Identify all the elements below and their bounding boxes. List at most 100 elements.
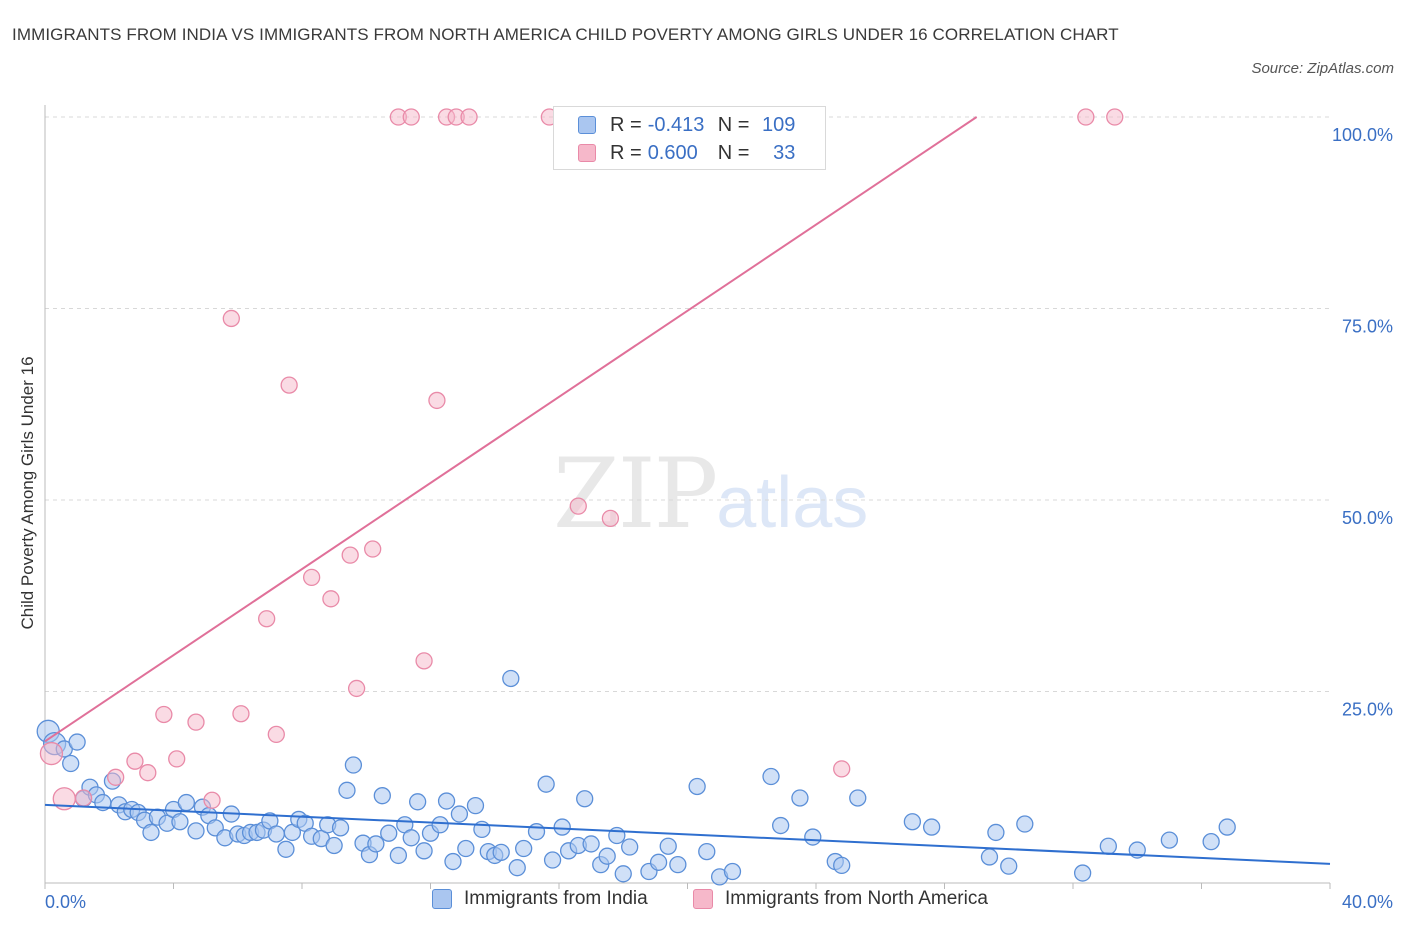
data-point-north-america bbox=[460, 108, 478, 126]
data-point-india bbox=[543, 851, 562, 869]
data-point-india bbox=[444, 852, 462, 871]
data-point-north-america bbox=[168, 750, 186, 768]
y-tick-label: 75.0% bbox=[1342, 317, 1393, 337]
legend-row-india: R = -0.413 N = 109 bbox=[578, 113, 795, 137]
data-point-north-america bbox=[347, 679, 366, 698]
data-point-india bbox=[537, 775, 555, 793]
series-india-points bbox=[36, 669, 1236, 886]
data-point-india bbox=[502, 669, 520, 688]
data-point-north-america bbox=[232, 705, 250, 723]
legend-n-label: N = bbox=[717, 113, 750, 136]
legend-r-value: 0.600 bbox=[647, 141, 698, 164]
data-point-india bbox=[344, 756, 363, 774]
data-point-india bbox=[338, 781, 356, 799]
data-point-india bbox=[142, 823, 160, 842]
data-point-india bbox=[325, 836, 343, 855]
chart-title: IMMIGRANTS FROM INDIA VS IMMIGRANTS FROM… bbox=[12, 25, 1119, 44]
data-point-india bbox=[187, 822, 205, 840]
x-tick-label: 40.0% bbox=[1342, 892, 1393, 912]
data-point-india bbox=[669, 855, 687, 874]
data-point-north-america bbox=[428, 391, 446, 410]
data-point-india bbox=[1218, 818, 1236, 836]
data-point-india bbox=[582, 835, 600, 853]
data-point-india bbox=[466, 796, 485, 815]
data-point-india bbox=[457, 839, 475, 858]
data-point-india bbox=[553, 818, 571, 836]
data-point-india bbox=[431, 816, 449, 834]
data-point-india bbox=[723, 862, 742, 881]
data-point-india bbox=[1016, 815, 1034, 833]
data-point-india bbox=[62, 754, 80, 773]
data-point-india bbox=[508, 859, 526, 877]
data-point-india bbox=[833, 856, 851, 875]
data-point-india bbox=[791, 789, 809, 807]
axes bbox=[44, 105, 1331, 889]
legend-n-value: 33 bbox=[773, 141, 796, 164]
data-point-india bbox=[450, 805, 469, 823]
data-point-north-america bbox=[203, 791, 221, 809]
data-point-india bbox=[688, 777, 706, 796]
grid-lines bbox=[45, 116, 1330, 692]
data-point-north-america bbox=[187, 713, 205, 731]
legend-r-label: R = bbox=[610, 141, 642, 164]
data-point-india bbox=[598, 847, 616, 865]
data-point-india bbox=[389, 846, 408, 865]
legend-item-north-america: Immigrants from North America bbox=[693, 888, 988, 910]
data-point-india bbox=[1099, 837, 1117, 855]
data-point-india bbox=[1202, 832, 1220, 851]
data-point-india bbox=[923, 818, 941, 836]
data-point-india bbox=[408, 793, 427, 811]
data-point-north-america bbox=[402, 108, 420, 126]
series-legend: Immigrants from India Immigrants from No… bbox=[0, 888, 1406, 916]
watermark-zip: ZIP bbox=[553, 438, 718, 550]
legend-n-value: 109 bbox=[762, 113, 796, 136]
series-north-america-points bbox=[39, 108, 1124, 811]
data-point-north-america bbox=[364, 540, 382, 558]
legend-label-india: Immigrants from India bbox=[464, 888, 648, 909]
legend-swatch-india bbox=[578, 116, 596, 134]
data-point-india bbox=[804, 828, 822, 846]
data-point-north-america bbox=[280, 376, 298, 394]
data-point-north-america bbox=[833, 760, 851, 778]
correlation-legend: R = -0.413 N = 109 R = 0.600 N = 33 bbox=[553, 106, 826, 170]
trend-line-north-america bbox=[44, 116, 978, 743]
data-point-north-america bbox=[155, 705, 173, 724]
data-point-north-america bbox=[1077, 108, 1095, 126]
legend-swatch-north-america bbox=[693, 889, 713, 909]
source-label: Source: ZipAtlas.com bbox=[1251, 60, 1394, 77]
data-point-north-america bbox=[415, 652, 433, 670]
data-point-north-america bbox=[74, 789, 93, 807]
legend-n-label: N = bbox=[717, 141, 750, 164]
data-point-india bbox=[68, 733, 86, 751]
watermark: ZIPatlas bbox=[553, 438, 868, 550]
legend-item-india: Immigrants from India bbox=[432, 888, 648, 910]
x-tick-label: 0.0% bbox=[45, 892, 86, 912]
legend-row-north-america: R = 0.600 N = 33 bbox=[578, 141, 795, 165]
legend-r-value: -0.413 bbox=[647, 113, 705, 136]
data-point-india bbox=[171, 813, 189, 831]
data-point-north-america bbox=[139, 764, 157, 782]
legend-swatch-india bbox=[432, 889, 452, 909]
data-point-india bbox=[331, 819, 350, 837]
trend-lines bbox=[44, 116, 1331, 865]
data-point-north-america bbox=[322, 590, 340, 608]
data-point-india bbox=[515, 839, 533, 858]
data-point-india bbox=[1160, 831, 1179, 849]
data-point-india bbox=[277, 840, 295, 858]
data-point-north-america bbox=[39, 741, 64, 766]
legend-label-north-america: Immigrants from North America bbox=[725, 888, 988, 909]
watermark-atlas: atlas bbox=[716, 463, 869, 543]
data-point-india bbox=[1073, 864, 1092, 882]
data-point-india bbox=[698, 842, 716, 861]
data-point-india bbox=[437, 792, 456, 810]
y-tick-label: 50.0% bbox=[1342, 508, 1393, 528]
data-point-north-america bbox=[341, 546, 359, 564]
data-point-india bbox=[415, 842, 433, 860]
data-point-north-america bbox=[1106, 108, 1124, 126]
data-point-india bbox=[373, 787, 391, 805]
data-point-north-america bbox=[569, 497, 587, 515]
data-point-north-america bbox=[126, 752, 144, 770]
data-point-india bbox=[614, 865, 632, 883]
data-point-north-america bbox=[258, 610, 276, 628]
y-tick-label: 100.0% bbox=[1332, 125, 1393, 145]
